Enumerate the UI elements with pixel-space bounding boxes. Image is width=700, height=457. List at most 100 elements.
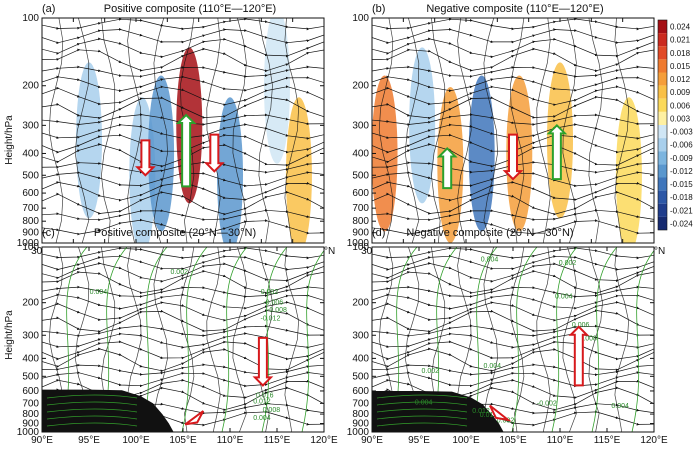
colorbar-segment [658,72,667,86]
panel-d-plot: 0.004 0.002 0.004 0.006 0.008 0.002 0.004 0.004… [347,242,668,446]
colorbar-segment [658,85,667,99]
x-tick-label: 110°E [217,435,244,446]
x-tick-label: 105°E [499,435,527,446]
anomaly-blob [148,75,175,232]
colorbar-label: 0.009 [670,88,691,97]
panel-c: (c) Positive composite (20°N—30°N) Heigh… [4,227,338,446]
streamline [232,18,247,243]
y-tick-label: 400 [352,353,369,364]
panel-a: (a) Positive composite (110°E—120°E) Hei… [4,3,335,257]
y-tick-label: 300 [352,120,369,131]
panel-d-title: Negative composite (20°N—30°N) [406,227,573,239]
plot-frame [41,17,325,244]
contour-label: 0.004 [415,399,433,406]
x-tick-label: 120°E [640,435,668,446]
plot-area [42,18,324,243]
streamline [378,18,394,243]
anomaly-blob [409,47,436,204]
y-tick-label: 900 [22,228,39,239]
plot-frame [371,17,655,244]
streamline [48,18,64,243]
terrain-contour [46,401,138,406]
streamline [483,18,498,243]
colorbar-segment [658,59,667,73]
streamlines [42,18,324,243]
panel-a-label: (a) [42,3,55,15]
colorbar-label: -0.018 [670,193,693,202]
colorbar-segment [658,98,667,112]
panel-c-label: (c) [42,227,55,239]
plot-area [42,247,324,432]
streamline [127,18,142,243]
colorbar-label: 0.015 [670,62,691,71]
streamline [431,18,446,243]
terrain-contour [376,415,468,420]
colorbar-label: 0.018 [670,49,691,58]
y-tick-label: 100 [22,242,39,253]
streamline [562,247,577,432]
composite-arrow [489,404,509,421]
streamline [372,75,654,93]
streamline [206,247,221,432]
y-tick-label: 300 [352,330,369,341]
colorbar-label: 0.012 [670,75,691,84]
contour-label: 0.004 [484,363,502,370]
x-tick-label: 90°E [361,435,383,446]
contour-label: 0.002 [559,260,577,267]
colorbar-label: -0.012 [670,167,693,176]
streamline [404,18,420,243]
y-tick-label: 500 [22,371,39,382]
y-tick-label: 400 [352,148,369,159]
y-tick-label: 100 [352,242,369,253]
colorbar-label: -0.003 [670,128,693,137]
contour-line [181,247,208,432]
composite-arrow [134,139,156,177]
colorbar-segment [658,20,667,34]
contour-line [301,250,324,432]
x-tick-label: 105°E [169,435,197,446]
streamline [457,18,472,243]
streamline [42,190,324,216]
terrain-contour [376,408,468,413]
contour-line [631,250,654,432]
streamline [284,18,299,243]
contour-label: 0.004 [611,403,629,410]
terrain-contour [376,401,468,406]
colorbar-label: -0.006 [670,141,693,150]
y-tick-label: 600 [352,188,369,199]
colorbar-segment [658,203,667,217]
streamlines [372,18,654,243]
composite-arrow [252,336,274,387]
streamline [42,65,324,78]
contour-label: -0.012 [260,316,280,323]
contour-label: 0.012 [253,398,271,405]
y-tick-label: 100 [352,13,369,24]
colorbar-label: 0.003 [670,114,691,123]
contour-label: -0.006 [263,300,283,307]
terrain-mask [372,391,504,432]
anomaly-blob [468,75,495,232]
y-tick-label: 300 [22,330,39,341]
panel-b-title: Negative composite (110°E—120°E) [426,3,603,15]
streamline [42,75,324,93]
colorbar-label: -0.009 [670,154,693,163]
x-tick-label: 90°E [31,435,53,446]
panel-b: (b) Negative composite (110°E—120°E) 30°… [347,3,665,257]
colorbar-segment [658,111,667,125]
contour-line [261,247,288,432]
contour-line [221,247,248,432]
x-tick-label: 100°E [122,435,150,446]
colorbar-label: 0.006 [670,101,691,110]
streamline [372,218,654,236]
composite-arrow [546,123,568,181]
streamline [614,247,629,432]
contour-label: 0.004 [90,289,108,296]
streamline [179,247,195,432]
colorbar-segment [658,125,667,139]
contour-label: -0.008 [267,307,287,314]
colorbar-label: 0.024 [670,23,691,32]
anomaly-blob [264,18,290,164]
contour-label: 0.002 [497,418,515,425]
colorbar-label: -0.015 [670,180,693,189]
streamline [153,18,168,243]
